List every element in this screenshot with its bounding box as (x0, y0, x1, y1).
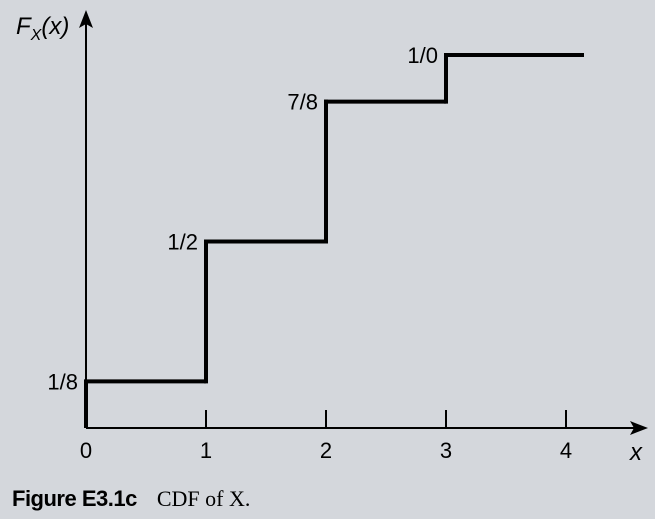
y-label-arg: (x) (41, 13, 69, 40)
cdf-step-chart: 0 1 2 3 4 1/8 1/2 7/8 1/0 FX(x) x (16, 10, 648, 466)
y-label-main: F (16, 13, 32, 40)
figure-label: Figure E3.1c (12, 486, 137, 511)
y-axis-arrow (79, 10, 93, 28)
step-label-1: 1/2 (167, 230, 198, 255)
x-ticks: 0 1 2 3 4 (80, 410, 572, 463)
y-label-sub: X (30, 27, 43, 44)
x-tick-label-3: 3 (440, 438, 452, 463)
caption-text: CDF of X. (156, 486, 251, 511)
x-axis-arrow (630, 421, 648, 435)
x-tick-label-2: 2 (320, 438, 332, 463)
step-series (84, 53, 584, 428)
step-label-0: 1/8 (47, 369, 78, 394)
step-label-3: 1/0 (407, 43, 438, 68)
step-labels: 1/8 1/2 7/8 1/0 (47, 43, 438, 394)
x-tick-label-4: 4 (560, 438, 572, 463)
x-tick-label-1: 1 (200, 438, 212, 463)
figure-caption: Figure E3.1c CDF of X. (12, 486, 250, 512)
axes (79, 10, 648, 435)
x-axis-label: x (629, 439, 643, 466)
x-tick-label-0: 0 (80, 438, 92, 463)
step-label-2: 7/8 (287, 90, 318, 115)
y-axis-label: FX(x) (16, 13, 69, 44)
